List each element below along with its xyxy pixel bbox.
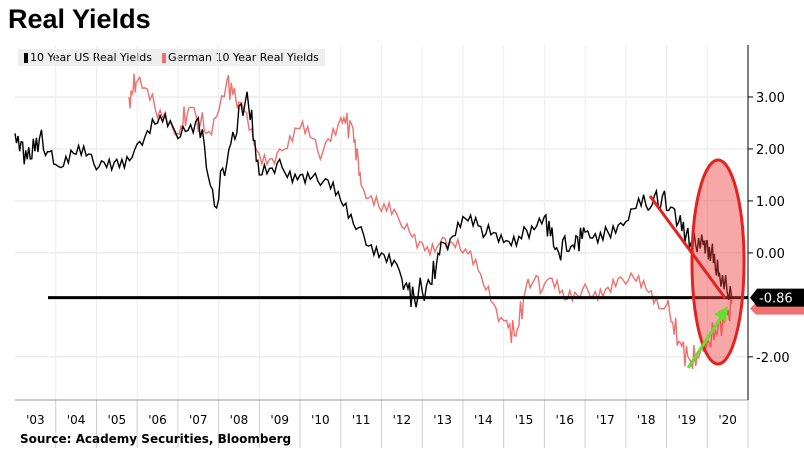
y-tick-label: 1.00 (756, 195, 785, 210)
legend-swatch-german (161, 52, 166, 63)
x-tick-label: '09 (270, 413, 289, 427)
us-last-value-label: -0.86 (759, 292, 793, 307)
x-tick-label: '08 (230, 413, 249, 427)
x-tick-label: '04 (67, 413, 86, 427)
legend-label-german: German 10 Year Real Yields (167, 51, 319, 64)
chart-title: Real Yields (8, 4, 151, 34)
x-tick-label: '16 (555, 413, 574, 427)
x-tick-label: '14 (474, 413, 493, 427)
x-tick-label: '18 (637, 413, 656, 427)
x-tick-label: '11 (352, 413, 371, 427)
x-tick-label: '03 (26, 413, 45, 427)
x-tick-label: '20 (718, 413, 737, 427)
x-tick-label: '10 (311, 413, 330, 427)
legend-swatch-us (24, 52, 28, 63)
arrow-green (686, 315, 724, 369)
highlight-ellipse (690, 158, 746, 366)
x-tick-label: '13 (433, 413, 452, 427)
x-tick-label: '19 (678, 413, 697, 427)
legend-item-us: 10 Year US Real Yields (24, 51, 152, 64)
x-tick-label: '05 (108, 413, 127, 427)
y-tick-label: 0.00 (756, 247, 785, 262)
x-tick-label: '06 (148, 413, 167, 427)
us-last-value-tag (750, 288, 804, 307)
y-tick-label: -2.00 (756, 351, 790, 366)
y-tick-label: 2.00 (756, 143, 785, 158)
series-line-german (128, 73, 733, 369)
trend-line-red (648, 195, 727, 299)
legend-label-us: 10 Year US Real Yields (30, 51, 152, 64)
x-tick-label: '07 (189, 413, 208, 427)
x-tick-label: '15 (515, 413, 534, 427)
arrow-green-head (714, 306, 728, 322)
series-line-us (14, 91, 733, 308)
source-note: Source: Academy Securities, Bloomberg (20, 432, 292, 446)
x-tick-label: '17 (596, 413, 615, 427)
legend-item-german: German 10 Year Real Yields (161, 51, 319, 64)
legend: 10 Year US Real Yields German 10 Year Re… (18, 49, 325, 66)
y-tick-label: 3.00 (756, 91, 785, 106)
x-tick-label: '12 (393, 413, 412, 427)
